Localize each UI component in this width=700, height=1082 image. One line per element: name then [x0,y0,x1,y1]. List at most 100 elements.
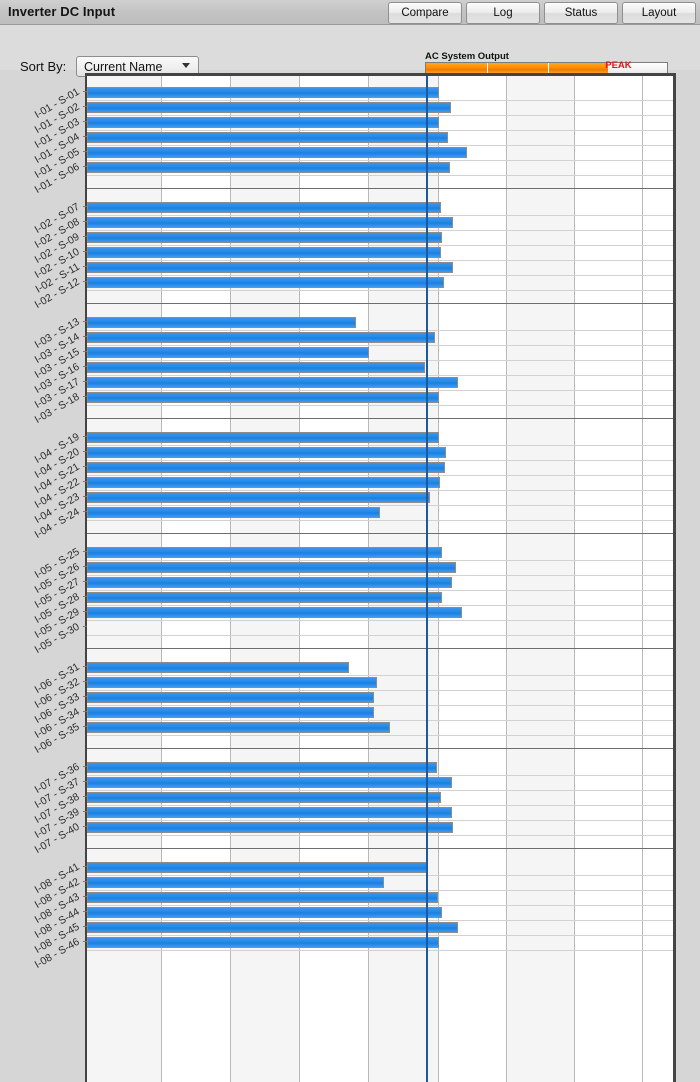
row-gridline [87,920,673,921]
bar[interactable] [87,707,375,718]
row-gridline [87,460,673,461]
row-gridline [87,890,673,891]
axis-tick [83,711,87,712]
bar[interactable] [87,777,452,788]
bar[interactable] [87,87,439,98]
axis-tick [83,596,87,597]
axis-tick [83,881,87,882]
row-gridline [87,875,673,876]
axis-tick [83,396,87,397]
bar[interactable] [87,362,426,373]
bar[interactable] [87,162,451,173]
bar[interactable] [87,202,442,213]
bar[interactable] [87,577,452,588]
row-gridline [87,145,673,146]
bar[interactable] [87,432,440,443]
status-button[interactable]: Status [544,2,618,24]
row-gridline [87,390,673,391]
bar[interactable] [87,722,390,733]
bar[interactable] [87,877,384,888]
bar[interactable] [87,592,442,603]
bar[interactable] [87,262,454,273]
axis-tick [83,381,87,382]
axis-tick [83,251,87,252]
gauge-title: AC System Output [425,51,509,62]
row-gridline [87,130,673,131]
bar[interactable] [87,792,442,803]
axis-tick [83,351,87,352]
bar[interactable] [87,562,457,573]
gauge-segment-divider [547,63,549,74]
bar[interactable] [87,607,462,618]
bar[interactable] [87,922,459,933]
axis-tick [83,136,87,137]
row-gridline [87,445,673,446]
axis-tick [83,511,87,512]
bar[interactable] [87,392,440,403]
bar[interactable] [87,317,357,328]
axis-tick [83,281,87,282]
axis-tick [83,796,87,797]
bar[interactable] [87,247,442,258]
bar[interactable] [87,147,467,158]
row-gridline [87,290,673,291]
axis-tick [83,766,87,767]
row-gridline [87,775,673,776]
bar[interactable] [87,677,377,688]
axis-tick [83,151,87,152]
bar[interactable] [87,277,444,288]
row-gridline [87,160,673,161]
bar[interactable] [87,507,380,518]
axis-tick [83,436,87,437]
axis-tick [83,166,87,167]
axis-tick [83,926,87,927]
bar[interactable] [87,232,442,243]
bar[interactable] [87,332,435,343]
compare-button[interactable]: Compare [388,2,462,24]
axis-tick [83,336,87,337]
y-axis-labels: I-01 - S-01 I-01 - S-02 I-01 - S-03 I-01 - … [0,70,85,1082]
axis-tick [83,551,87,552]
bar[interactable] [87,102,452,113]
row-gridline [87,560,673,561]
reference-line [426,76,429,1082]
bar[interactable] [87,662,349,673]
bar[interactable] [87,377,458,388]
axis-tick [83,781,87,782]
inverter-dc-input-chart: I-01 - S-01 I-01 - S-02 I-01 - S-03 I-01 - … [0,70,700,1082]
layout-button[interactable]: Layout [622,2,696,24]
bar[interactable] [87,477,440,488]
row-gridline [87,100,673,101]
plot-area [83,73,676,1082]
bar[interactable] [87,862,429,873]
axis-tick [83,611,87,612]
bar[interactable] [87,937,439,948]
bar[interactable] [87,807,452,818]
log-button[interactable]: Log [466,2,540,24]
axis-tick [83,221,87,222]
bar[interactable] [87,492,431,503]
chevron-down-icon [182,63,190,71]
grid-band [506,76,574,1082]
row-gridline [87,405,673,406]
row-gridline [87,215,673,216]
bar[interactable] [87,892,438,903]
bar[interactable] [87,822,454,833]
row-gridline [87,475,673,476]
bar[interactable] [87,907,442,918]
bar[interactable] [87,117,439,128]
bar[interactable] [87,347,369,358]
bar[interactable] [87,762,438,773]
bar[interactable] [87,547,442,558]
bar[interactable] [87,217,454,228]
bar[interactable] [87,132,449,143]
row-gridline [87,590,673,591]
row-gridline [87,275,673,276]
row-gridline [87,245,673,246]
bar[interactable] [87,447,447,458]
axis-tick [83,566,87,567]
row-gridline [87,575,673,576]
bar[interactable] [87,692,375,703]
axis-tick [83,726,87,727]
bar[interactable] [87,462,445,473]
